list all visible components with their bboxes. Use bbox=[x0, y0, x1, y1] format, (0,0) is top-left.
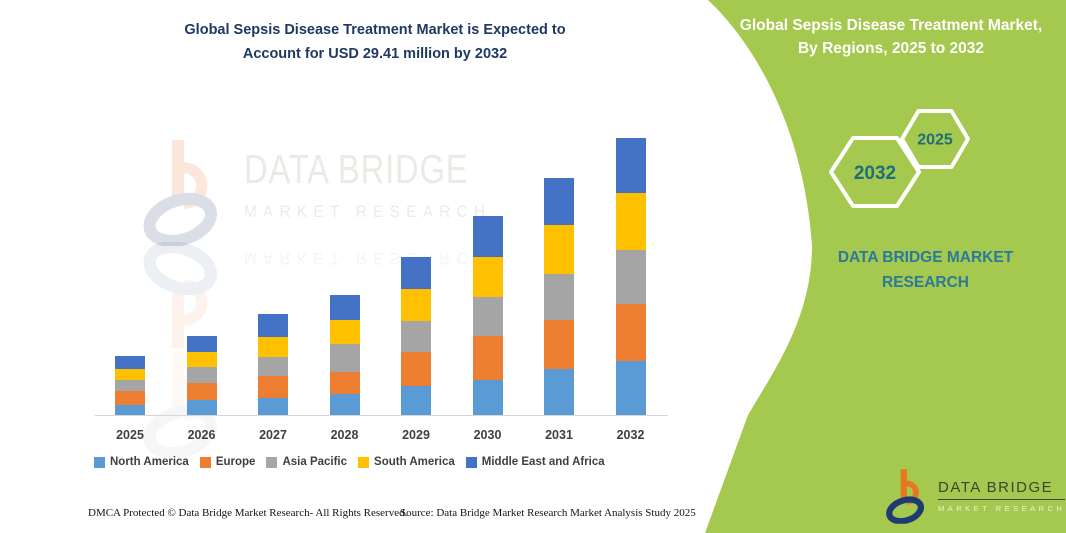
hexagon-2032-icon bbox=[829, 136, 921, 208]
legend-item-south-america: South America bbox=[358, 456, 455, 468]
bar-segment-europe bbox=[258, 375, 288, 398]
x-tick-label: 2027 bbox=[259, 428, 287, 442]
bar-segment-north-america bbox=[186, 400, 217, 415]
bar-segment-asia-pacific bbox=[472, 297, 503, 336]
bar-segment-europe bbox=[186, 383, 217, 401]
dmca-footer-text: DMCA Protected © Data Bridge Market Rese… bbox=[88, 507, 408, 519]
legend-swatch-icon bbox=[94, 456, 105, 468]
legend-label: Asia Pacific bbox=[282, 456, 348, 468]
bar-segment-south-america bbox=[329, 320, 360, 344]
bar-segment-asia-pacific bbox=[401, 320, 431, 353]
legend-label: Middle East and Africa bbox=[481, 456, 605, 468]
bar-segment-europe bbox=[401, 352, 431, 387]
bar-segment-asia-pacific bbox=[329, 343, 360, 373]
legend-label: Europe bbox=[215, 456, 256, 468]
chart-legend: North America Europe Asia Pacific South Ame… bbox=[94, 456, 679, 468]
bar-segment-europe bbox=[615, 304, 646, 361]
stacked-bar-2032 bbox=[615, 138, 646, 415]
hexagon-2025-label: 2025 bbox=[917, 132, 953, 149]
x-tick-label: 2025 bbox=[116, 428, 144, 442]
bar-segment-middle-east-and-africa bbox=[115, 356, 145, 369]
legend-item-north-america: North America bbox=[94, 456, 189, 468]
bar-segment-asia-pacific bbox=[544, 273, 574, 321]
x-tick-label: 2026 bbox=[187, 428, 216, 442]
legend-swatch-icon bbox=[266, 456, 278, 468]
x-tick-label: 2030 bbox=[473, 428, 502, 442]
dbmr-logo-name: DATA BRIDGE bbox=[938, 479, 1066, 500]
bar-segment-middle-east-and-africa bbox=[258, 313, 288, 337]
bar-segment-north-america bbox=[401, 386, 431, 415]
stacked-bar-chart: 2025 2026 2027 2028 2029 2030 2031 2032 bbox=[115, 138, 646, 442]
side-panel-background bbox=[705, 0, 1066, 533]
bar-segment-middle-east-and-africa bbox=[472, 215, 503, 258]
stacked-bar-2030 bbox=[472, 215, 503, 415]
bar-segment-europe bbox=[472, 335, 503, 380]
hexagon-2032-label: 2032 bbox=[854, 163, 896, 184]
bar-segment-north-america bbox=[544, 369, 574, 415]
bar-segment-south-america bbox=[258, 336, 288, 358]
bar-segment-north-america bbox=[329, 394, 360, 415]
bar-segment-north-america bbox=[115, 404, 145, 415]
bar-segment-asia-pacific bbox=[186, 366, 217, 384]
bar-segment-middle-east-and-africa bbox=[186, 335, 217, 353]
bar-segment-middle-east-and-africa bbox=[329, 295, 360, 321]
x-axis-line bbox=[95, 415, 668, 416]
dbmr-logo: DATA BRIDGE MARKET RESEARCH bbox=[884, 468, 1066, 524]
side-panel-title: Global Sepsis Disease Treatment Market, … bbox=[739, 17, 1043, 58]
stacked-bar-2025 bbox=[115, 356, 145, 415]
legend-swatch-icon bbox=[199, 456, 211, 468]
legend-label: North America bbox=[110, 456, 189, 468]
legend-item-asia-pacific: Asia Pacific bbox=[266, 456, 347, 468]
stacked-bar-2027 bbox=[258, 313, 288, 415]
bar-segment-europe bbox=[115, 391, 145, 405]
forecast-hexagons: 2025 2032 bbox=[829, 109, 970, 208]
hexagon-2025-icon bbox=[900, 109, 970, 169]
bar-segment-south-america bbox=[186, 352, 217, 367]
bar-segment-south-america bbox=[401, 288, 431, 321]
bar-segment-north-america bbox=[615, 360, 646, 415]
legend-label: South America bbox=[374, 456, 455, 468]
bar-segment-north-america bbox=[258, 397, 288, 415]
bar-segment-asia-pacific bbox=[615, 250, 646, 305]
stacked-bar-2028 bbox=[329, 295, 360, 415]
legend-swatch-icon bbox=[465, 456, 477, 468]
chart-title-line2: Account for USD 29.41 million by 2032 bbox=[242, 45, 508, 62]
x-tick-label: 2031 bbox=[545, 428, 573, 442]
source-footer-text: Source: Data Bridge Market Research Mark… bbox=[400, 507, 696, 519]
stacked-bar-2031 bbox=[544, 177, 574, 415]
bar-segment-middle-east-and-africa bbox=[544, 177, 574, 226]
legend-item-middle-east-and-africa: Middle East and Africa bbox=[465, 456, 605, 468]
stacked-bar-2029 bbox=[401, 256, 431, 415]
bar-segment-asia-pacific bbox=[258, 357, 288, 376]
brand-caption: DATA BRIDGE MARKET RESEARCH bbox=[837, 249, 1014, 291]
bar-segment-middle-east-and-africa bbox=[401, 256, 431, 289]
bar-segment-south-america bbox=[115, 368, 145, 380]
legend-swatch-icon bbox=[358, 456, 370, 468]
bar-segment-middle-east-and-africa bbox=[615, 138, 646, 194]
chart-title-line1: Global Sepsis Disease Treatment Market i… bbox=[184, 22, 566, 38]
x-tick-label: 2028 bbox=[330, 428, 359, 442]
bar-segment-south-america bbox=[472, 257, 503, 298]
x-tick-label: 2029 bbox=[402, 428, 430, 442]
bar-segment-europe bbox=[329, 372, 360, 395]
x-tick-label: 2032 bbox=[616, 428, 645, 442]
bar-segment-north-america bbox=[472, 379, 503, 415]
bar-segment-south-america bbox=[615, 193, 646, 251]
dbmr-logo-tagline: MARKET RESEARCH bbox=[938, 504, 1066, 513]
legend-item-europe: Europe bbox=[199, 456, 256, 468]
dbmr-logo-icon bbox=[884, 468, 930, 524]
chart-title: Global Sepsis Disease Treatment Market i… bbox=[60, 19, 690, 67]
bar-segment-asia-pacific bbox=[115, 379, 145, 392]
stacked-bar-2026 bbox=[186, 335, 217, 415]
bar-segment-europe bbox=[544, 320, 574, 370]
bar-segment-south-america bbox=[544, 225, 574, 274]
